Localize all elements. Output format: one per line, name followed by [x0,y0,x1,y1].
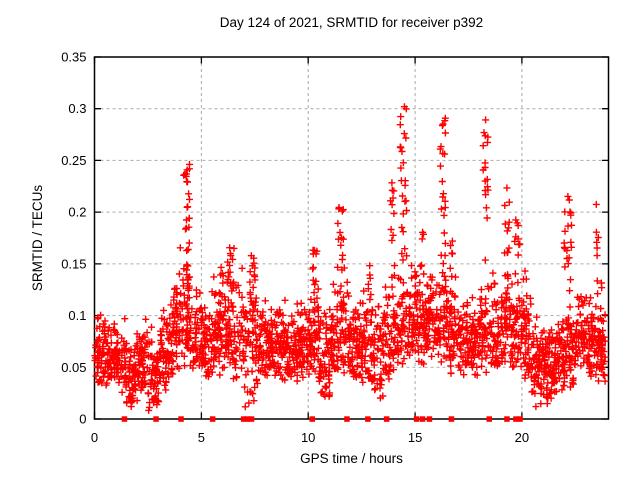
gap-marker-square [121,416,128,422]
y-tick-label: 0.05 [61,360,86,375]
y-tick-label: 0.15 [61,256,86,271]
scatter-points [91,103,609,414]
gap-marker-square [419,416,426,422]
plot-border [93,56,610,420]
gap-marker-square [240,416,247,422]
gap-marker-square [248,416,255,422]
gap-marker-square [244,416,251,422]
x-tick-label: 0 [91,430,98,445]
gap-marker-square [383,416,390,422]
x-axis-label: GPS time / hours [300,451,403,466]
gap-marker-square [153,416,159,422]
x-tick-label: 15 [408,430,422,445]
y-axis-label-text: SRMTID / TECUs [30,184,45,292]
gap-marker-square [513,416,519,422]
gap-marker-square [365,416,371,422]
gap-marker-square [309,416,315,422]
y-tick-label: 0.3 [68,101,86,116]
gap-marker-square [426,416,433,422]
chart-title: Day 124 of 2021, SRMTID for receiver p39… [219,15,484,30]
x-tick-label: 20 [515,430,529,445]
y-tick-label: 0.2 [68,205,86,220]
gap-marker-square [448,416,455,422]
gap-marker-square [344,416,350,422]
gap-marker-square [209,416,216,422]
gap-marker-square [178,416,184,422]
gap-marker-square [517,416,523,422]
gap-marker-square [504,416,510,422]
grid-lines [94,57,609,419]
y-tick-label: 0.1 [68,308,86,323]
gap-marker-square [486,416,492,422]
gap-marker-square [413,416,420,422]
x-tick-label: 5 [198,430,205,445]
x-tick-label: 10 [301,430,315,445]
y-tick-label: 0.35 [61,50,86,65]
y-tick-label: 0.25 [61,153,86,168]
y-tick-label: 0 [79,412,86,427]
gap-markers [121,416,523,422]
